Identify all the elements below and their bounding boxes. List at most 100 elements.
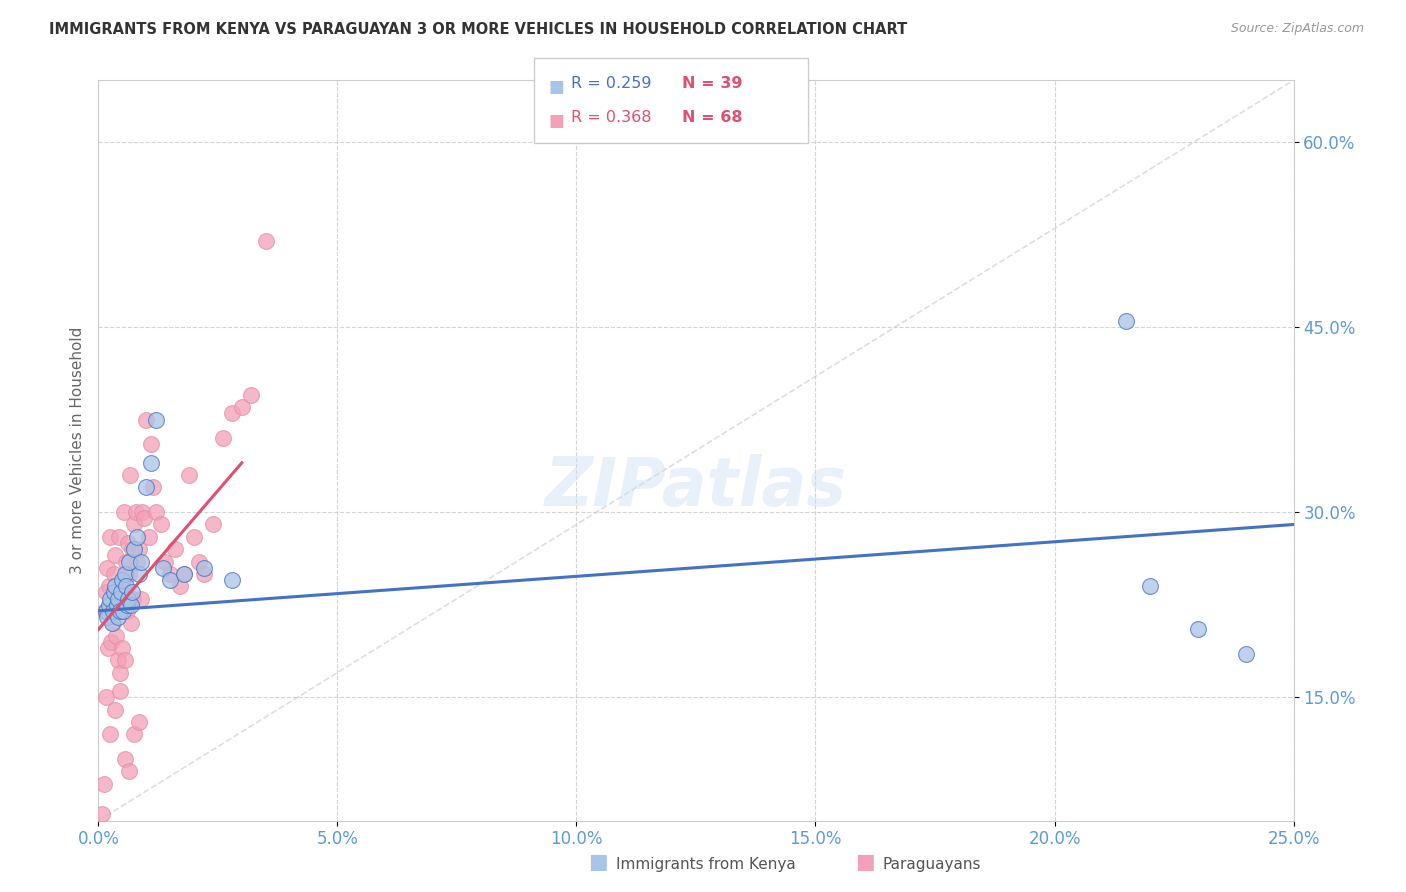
Text: R = 0.368: R = 0.368 — [571, 110, 651, 125]
Point — [110, 585, 132, 599]
Point — [128, 542, 150, 557]
Point — [114, 566, 136, 581]
Text: Source: ZipAtlas.com: Source: ZipAtlas.com — [1230, 22, 1364, 36]
Point — [101, 616, 124, 631]
Point — [124, 517, 146, 532]
Point — [131, 554, 153, 569]
Point — [104, 703, 127, 717]
Point — [135, 480, 157, 494]
Point — [128, 714, 150, 729]
Point — [149, 517, 172, 532]
Text: N = 68: N = 68 — [682, 110, 742, 125]
Point — [142, 480, 165, 494]
Point — [97, 640, 120, 655]
Point — [221, 573, 243, 587]
Point — [101, 616, 124, 631]
Point — [145, 505, 167, 519]
Point — [91, 807, 114, 822]
Point — [117, 536, 139, 550]
Point — [111, 640, 134, 655]
Point — [112, 604, 135, 618]
Point — [96, 610, 118, 624]
Point — [105, 591, 128, 606]
Point — [114, 752, 136, 766]
Point — [132, 511, 155, 525]
Point — [187, 554, 209, 569]
Point — [98, 591, 122, 606]
Point — [93, 776, 115, 791]
Point — [118, 468, 141, 483]
Point — [94, 604, 117, 618]
Point — [100, 634, 122, 648]
Point — [94, 585, 117, 599]
Point — [139, 437, 162, 451]
Point — [94, 690, 117, 705]
Point — [1139, 579, 1161, 593]
Point — [211, 431, 233, 445]
Point — [173, 566, 195, 581]
Point — [98, 727, 122, 741]
Point — [120, 598, 142, 612]
Point — [108, 604, 131, 618]
Point — [121, 542, 143, 557]
Point — [94, 604, 117, 618]
Point — [110, 598, 132, 612]
Point — [254, 234, 277, 248]
Text: N = 39: N = 39 — [682, 76, 742, 91]
Point — [117, 591, 139, 606]
Point — [135, 412, 157, 426]
Point — [173, 566, 195, 581]
Point — [118, 554, 141, 569]
Point — [128, 566, 150, 581]
Point — [1115, 314, 1137, 328]
Text: ZIPatlas: ZIPatlas — [546, 455, 846, 520]
Point — [104, 628, 127, 642]
Point — [163, 542, 186, 557]
Point — [155, 554, 177, 569]
Point — [193, 566, 215, 581]
Text: ■: ■ — [548, 112, 564, 129]
Point — [97, 579, 120, 593]
Point — [138, 530, 160, 544]
Point — [179, 468, 201, 483]
Point — [105, 598, 128, 612]
Point — [1187, 623, 1209, 637]
Point — [240, 388, 263, 402]
Point — [159, 573, 181, 587]
Point — [114, 653, 136, 667]
Point — [1258, 832, 1281, 847]
Point — [193, 560, 215, 574]
Point — [112, 579, 135, 593]
Point — [131, 591, 153, 606]
Point — [124, 542, 146, 557]
Point — [107, 653, 129, 667]
Text: R = 0.259: R = 0.259 — [571, 76, 651, 91]
Point — [118, 566, 141, 581]
Point — [108, 684, 131, 698]
Point — [183, 530, 205, 544]
Point — [131, 505, 153, 519]
Point — [101, 604, 124, 618]
Point — [98, 530, 121, 544]
Point — [111, 573, 134, 587]
Point — [108, 530, 131, 544]
Text: ■: ■ — [855, 853, 875, 872]
Point — [110, 665, 132, 680]
Point — [159, 566, 181, 581]
Point — [103, 566, 125, 581]
Text: ■: ■ — [588, 853, 607, 872]
Point — [125, 530, 148, 544]
Point — [107, 604, 129, 618]
Point — [145, 412, 167, 426]
Text: Immigrants from Kenya: Immigrants from Kenya — [616, 857, 796, 872]
Point — [124, 727, 146, 741]
Point — [103, 585, 125, 599]
Point — [115, 554, 138, 569]
Point — [121, 591, 143, 606]
Point — [107, 591, 129, 606]
Text: Paraguayans: Paraguayans — [883, 857, 981, 872]
Point — [125, 505, 148, 519]
Point — [112, 505, 135, 519]
Point — [139, 456, 162, 470]
Point — [169, 579, 191, 593]
